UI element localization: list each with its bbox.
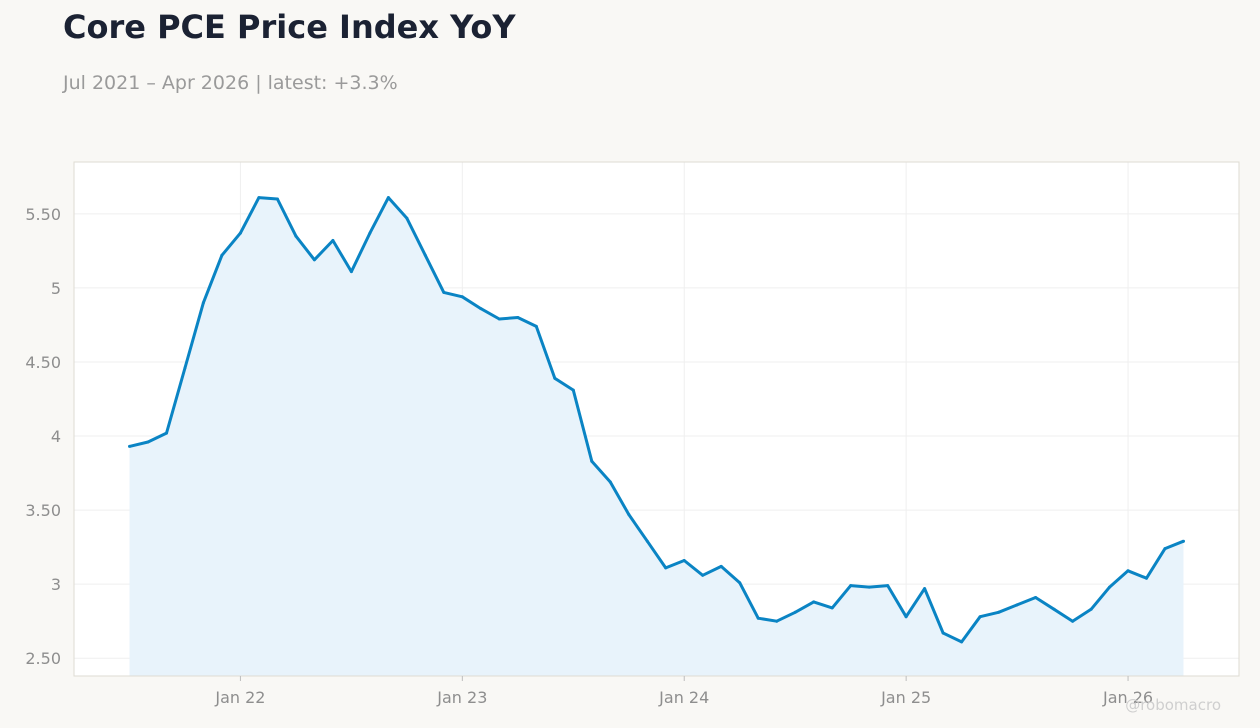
data-point	[1126, 569, 1130, 573]
y-axis: 2.50 3 3.50 4 4.50 5 5.50	[25, 205, 61, 668]
data-point	[201, 301, 205, 305]
data-point	[349, 270, 353, 274]
data-point	[849, 584, 853, 588]
data-point	[405, 216, 409, 220]
data-point	[1015, 603, 1019, 607]
x-tick-label: Jan 25	[880, 688, 931, 707]
data-point	[701, 573, 705, 577]
data-point	[146, 440, 150, 444]
x-tick-label: Jan 24	[658, 688, 709, 707]
data-point	[1034, 596, 1038, 599]
data-point	[590, 459, 594, 463]
data-point	[1145, 576, 1148, 580]
x-tick-label: Jan 22	[214, 688, 265, 707]
data-point	[331, 239, 335, 242]
data-point	[553, 376, 557, 380]
data-point	[1182, 539, 1185, 543]
x-tick-label: Jan 26	[1102, 688, 1153, 707]
data-point	[1089, 607, 1093, 611]
data-point	[1071, 619, 1075, 623]
data-point	[664, 566, 668, 570]
data-point	[257, 196, 261, 200]
y-tick-label: 5.50	[25, 205, 61, 224]
data-point	[941, 631, 945, 635]
plot-border	[73, 161, 1240, 677]
data-point	[738, 581, 742, 585]
data-point	[423, 253, 427, 257]
data-points	[128, 196, 1185, 644]
data-point	[719, 564, 723, 568]
data-point	[812, 600, 816, 604]
y-tick-label: 5	[51, 279, 61, 298]
data-point	[830, 606, 834, 610]
series-line	[129, 196, 1185, 644]
data-point	[183, 366, 187, 370]
watermark-text: @robomacro	[1125, 696, 1221, 714]
data-point	[534, 324, 538, 328]
x-tick-label: Jan 23	[436, 688, 487, 707]
data-point	[312, 258, 316, 262]
data-point	[368, 231, 372, 235]
data-point	[479, 307, 483, 311]
data-point	[867, 585, 871, 589]
data-point	[923, 587, 927, 591]
y-tick-label: 4	[51, 427, 61, 446]
chart-title: Core PCE Price Index YoY	[63, 8, 516, 46]
data-point	[756, 616, 760, 620]
area-fill	[129, 197, 1184, 676]
data-point	[886, 584, 890, 588]
x-axis: Jan 22 Jan 23 Jan 24 Jan 25 Jan 26	[214, 676, 1153, 707]
data-point	[978, 615, 982, 619]
data-point	[442, 290, 446, 294]
data-point	[386, 196, 390, 200]
chart-subtitle: Jul 2021 – Apr 2026 | latest: +3.3%	[63, 72, 398, 94]
y-tick-label: 3.50	[25, 501, 61, 520]
y-tick-label: 3	[51, 575, 61, 594]
data-point	[682, 559, 686, 562]
data-point	[497, 317, 501, 321]
data-point	[627, 513, 631, 516]
data-point	[220, 253, 224, 257]
data-point	[960, 640, 964, 644]
data-point	[238, 231, 242, 235]
data-point	[608, 480, 612, 484]
y-tick-label: 4.50	[25, 353, 61, 372]
data-point	[128, 444, 131, 448]
data-point	[793, 610, 797, 614]
data-point	[165, 431, 168, 435]
data-point	[516, 316, 520, 319]
data-point	[294, 234, 298, 238]
y-tick-label: 2.50	[25, 649, 61, 668]
data-point	[904, 615, 908, 619]
data-point	[645, 539, 649, 543]
data-point	[1052, 607, 1056, 611]
data-point	[1108, 585, 1112, 589]
data-point	[571, 388, 575, 392]
data-point	[775, 619, 779, 623]
data-point	[275, 197, 279, 201]
data-point	[1163, 547, 1167, 551]
data-point	[997, 610, 1001, 614]
data-point	[460, 295, 464, 299]
